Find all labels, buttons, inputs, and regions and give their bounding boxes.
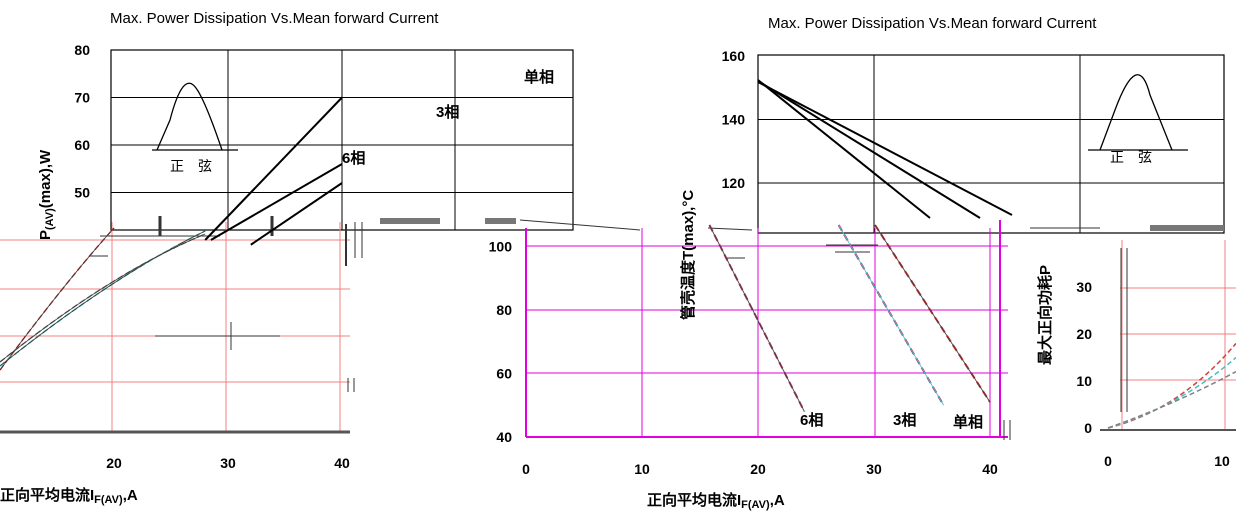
left-y-label-main: P [37, 230, 54, 240]
right-y-tick-label: 40 [496, 429, 512, 445]
right-chart-title: Max. Power Dissipation Vs.Mean forward C… [768, 15, 1097, 32]
right-x-tick-label: 40 [982, 461, 998, 477]
left-x-label-tail: ,A [123, 487, 138, 504]
right-series-line-lower [708, 224, 805, 412]
partial-grid [1100, 240, 1236, 431]
left-waveform-label: 正 弦 [170, 158, 212, 174]
left-series-labels: 6相 3相 单相 [342, 68, 554, 167]
right-x-tick-label: 0 [522, 461, 530, 477]
left-grid [111, 50, 573, 230]
right-x-label-main: 正向平均电流I [647, 491, 741, 509]
partial-series [1107, 342, 1236, 429]
left-lower-series [0, 227, 206, 371]
right-y-label-tail: (max),°C [680, 190, 697, 251]
left-series-label: 6相 [342, 149, 365, 167]
partial-y-tick-label: 10 [1076, 373, 1092, 389]
left-series-label: 3相 [436, 103, 459, 121]
right-plot-frame-upper [757, 54, 1225, 234]
right-x-axis-label: 正向平均电流IF(AV),A [647, 491, 785, 511]
left-lower-series-line [0, 230, 206, 367]
left-x-label-main: 正向平均电流I [0, 486, 94, 504]
partial-y-ticks: 30 20 10 0 [1076, 279, 1092, 436]
right-x-tick-label: 30 [866, 461, 882, 477]
right-series-line-lower [874, 224, 991, 403]
partial-chart: 30 20 10 0 0 10 最大正向功耗P [1036, 240, 1236, 469]
right-series-labels: 6相 3相 单相 [800, 411, 983, 431]
right-y-tick-label: 140 [722, 112, 746, 128]
right-waveform-label: 正 弦 [1110, 149, 1152, 165]
right-y-tick-label: 160 [722, 48, 746, 64]
right-series-label: 单相 [953, 413, 983, 431]
left-lower-series-line [0, 230, 206, 367]
left-lower-series-line [0, 233, 206, 363]
left-lower-grid [0, 216, 363, 434]
right-sine-waveform-icon [1088, 74, 1188, 151]
left-series-line [250, 182, 343, 246]
partial-x-tick-label: 0 [1104, 453, 1112, 469]
right-y-tick-label: 120 [722, 175, 746, 191]
right-series-line-upper [757, 80, 981, 219]
right-grid [758, 55, 1224, 233]
left-y-tick-label: 80 [74, 42, 90, 58]
right-y-ticks: 160 140 120 100 80 60 40 [489, 48, 746, 445]
right-series-line-upper [757, 81, 1013, 216]
left-series-line [204, 96, 343, 241]
left-x-axis-label: 正向平均电流IF(AV),A [0, 486, 138, 506]
right-series [708, 79, 1013, 413]
right-x-tick-label: 10 [634, 461, 650, 477]
left-x-tick-label: 40 [334, 455, 350, 471]
partial-x-tick-label: 10 [1214, 453, 1230, 469]
left-y-label-tail: (max),W [37, 149, 54, 208]
right-lower-grid [380, 218, 1224, 440]
left-y-ticks: 80 70 60 50 [74, 42, 90, 201]
right-series-label: 3相 [893, 411, 916, 429]
left-sine-waveform-icon [152, 82, 238, 151]
right-series-line-upper [757, 79, 931, 219]
left-y-label-sub: (AV) [44, 208, 56, 230]
partial-y-tick-label: 30 [1076, 279, 1092, 295]
left-series-label: 单相 [524, 68, 554, 86]
partial-y-tick-label: 0 [1084, 420, 1092, 436]
right-y-label-main: 管壳温度T [679, 251, 697, 320]
left-x-label-sub: F(AV) [94, 494, 123, 506]
left-y-axis-label: P(AV)(max),W [37, 149, 56, 240]
right-y-tick-label: 100 [489, 239, 513, 255]
right-x-label-tail: ,A [770, 492, 785, 509]
left-series-line [210, 163, 343, 241]
right-chart: Max. Power Dissipation Vs.Mean forward C… [380, 15, 1225, 511]
left-x-tick-label: 30 [220, 455, 236, 471]
right-series-label: 6相 [800, 411, 823, 429]
partial-y-tick-label: 20 [1076, 326, 1092, 342]
right-y-axis-label: 管壳温度T(max),°C [679, 190, 697, 320]
partial-series-line [1107, 370, 1236, 429]
right-x-ticks: 0 10 20 30 40 [522, 461, 998, 477]
left-x-tick-label: 20 [106, 455, 122, 471]
right-x-tick-label: 20 [750, 461, 766, 477]
left-y-tick-label: 70 [74, 90, 90, 106]
left-y-tick-label: 50 [74, 185, 90, 201]
left-x-ticks: 20 30 40 [106, 455, 350, 471]
partial-y-axis-label: 最大正向功耗P [1036, 265, 1054, 365]
left-chart-title: Max. Power Dissipation Vs.Mean forward C… [110, 10, 439, 27]
left-series [204, 96, 343, 246]
partial-x-ticks: 0 10 [1104, 453, 1230, 469]
right-y-tick-label: 80 [496, 302, 512, 318]
right-y-tick-label: 60 [496, 366, 512, 382]
left-chart: Max. Power Dissipation Vs.Mean forward C… [0, 10, 574, 506]
right-x-label-sub: F(AV) [741, 499, 770, 511]
right-series-line-lower [838, 224, 944, 406]
left-y-tick-label: 60 [74, 137, 90, 153]
